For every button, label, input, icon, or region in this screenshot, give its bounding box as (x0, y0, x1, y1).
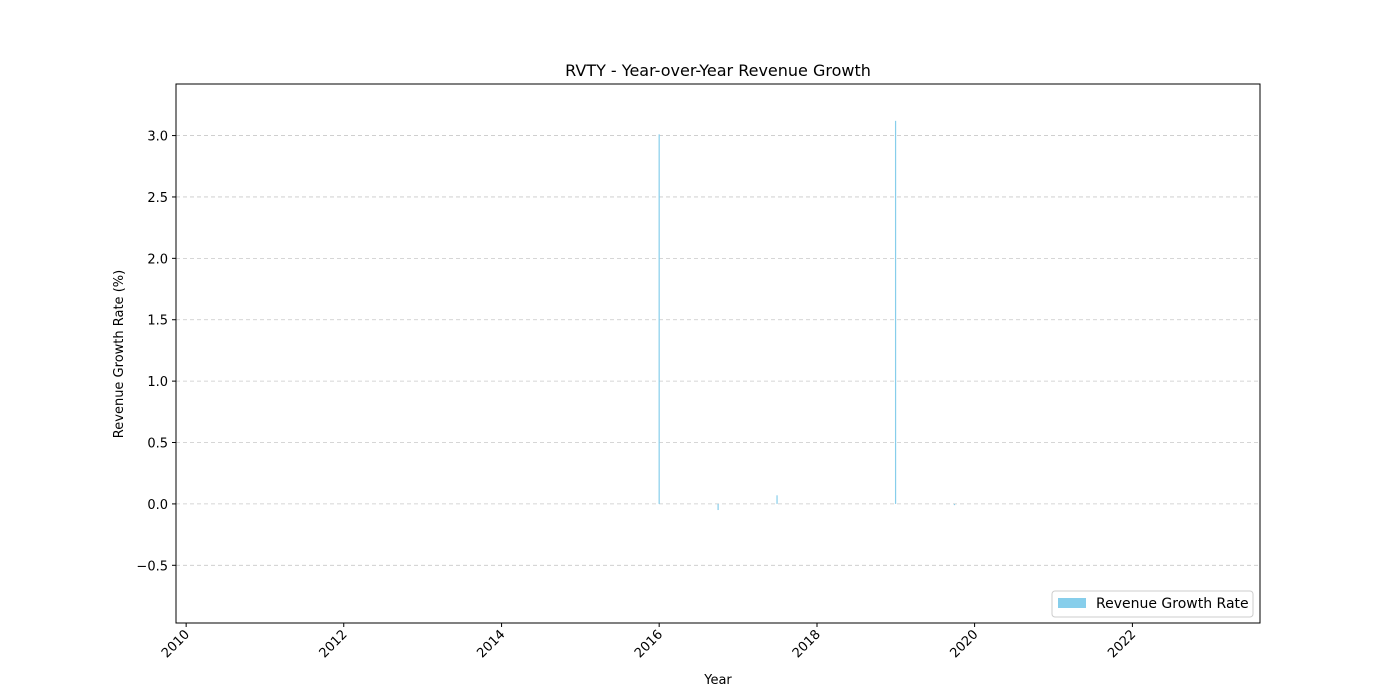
bar (953, 503, 956, 506)
bar (776, 495, 778, 504)
chart-title: RVTY - Year-over-Year Revenue Growth (565, 61, 871, 80)
bars (658, 120, 956, 511)
legend: Revenue Growth Rate (1051, 590, 1254, 618)
y-tick-label: −0.5 (136, 559, 168, 574)
bar (658, 134, 660, 504)
y-tick-label: 2.0 (147, 252, 168, 267)
y-axis: −0.5 0.0 0.5 1.0 1.5 2.0 2.5 3.0 (136, 130, 176, 574)
y-tick-label: 1.0 (147, 375, 168, 390)
legend-swatch (1058, 598, 1086, 608)
bar (894, 120, 897, 504)
y-axis-label: Revenue Growth Rate (%) (112, 270, 127, 438)
legend-box (1051, 590, 1254, 618)
x-axis-label: Year (703, 673, 732, 688)
y-tick-label: 1.5 (147, 314, 168, 329)
plot-area (176, 84, 1260, 623)
y-tick-label: 3.0 (147, 130, 168, 145)
y-tick-label: 0.5 (147, 437, 168, 452)
legend-label: Revenue Growth Rate (1096, 596, 1249, 612)
plot-frame (175, 83, 1261, 624)
y-tick-label: 2.5 (147, 191, 168, 206)
y-tick-label: 0.0 (147, 498, 168, 513)
bar (717, 503, 719, 511)
